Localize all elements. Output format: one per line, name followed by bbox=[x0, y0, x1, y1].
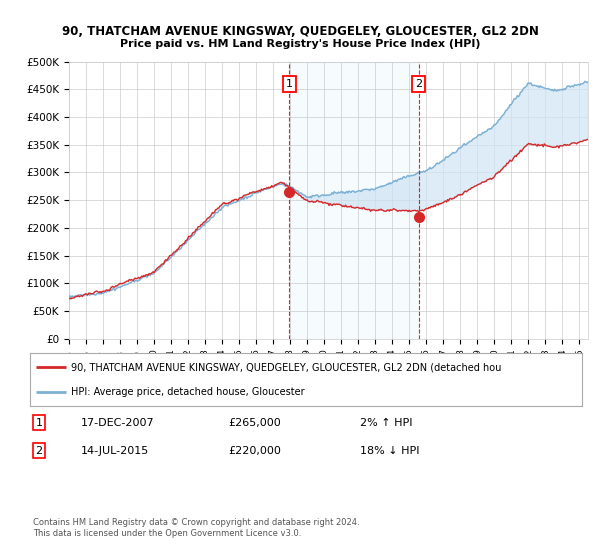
Text: 18% ↓ HPI: 18% ↓ HPI bbox=[360, 446, 419, 456]
Text: 17-DEC-2007: 17-DEC-2007 bbox=[81, 418, 155, 428]
Text: 14-JUL-2015: 14-JUL-2015 bbox=[81, 446, 149, 456]
Text: 1: 1 bbox=[286, 79, 293, 89]
Text: HPI: Average price, detached house, Gloucester: HPI: Average price, detached house, Glou… bbox=[71, 386, 305, 396]
Text: 2: 2 bbox=[35, 446, 43, 456]
Text: 1: 1 bbox=[35, 418, 43, 428]
Text: 90, THATCHAM AVENUE KINGSWAY, QUEDGELEY, GLOUCESTER, GL2 2DN (detached hou: 90, THATCHAM AVENUE KINGSWAY, QUEDGELEY,… bbox=[71, 362, 502, 372]
Text: Contains HM Land Registry data © Crown copyright and database right 2024.
This d: Contains HM Land Registry data © Crown c… bbox=[33, 518, 359, 538]
Text: £220,000: £220,000 bbox=[228, 446, 281, 456]
Bar bbox=[289, 62, 419, 339]
Text: Price paid vs. HM Land Registry's House Price Index (HPI): Price paid vs. HM Land Registry's House … bbox=[120, 39, 480, 49]
Text: 90, THATCHAM AVENUE KINGSWAY, QUEDGELEY, GLOUCESTER, GL2 2DN: 90, THATCHAM AVENUE KINGSWAY, QUEDGELEY,… bbox=[62, 25, 538, 38]
Text: 2: 2 bbox=[415, 79, 422, 89]
Text: £265,000: £265,000 bbox=[228, 418, 281, 428]
Text: 2% ↑ HPI: 2% ↑ HPI bbox=[360, 418, 413, 428]
